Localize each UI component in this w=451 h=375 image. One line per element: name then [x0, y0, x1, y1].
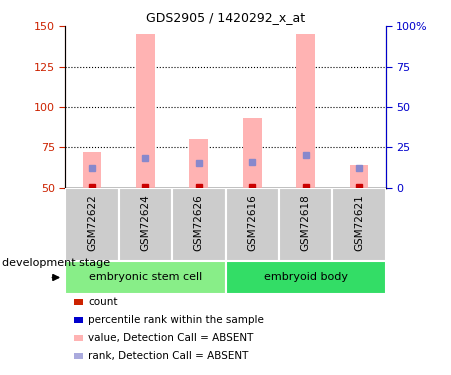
- Bar: [65, 188, 119, 261]
- Text: GSM72618: GSM72618: [300, 194, 311, 251]
- Text: GSM72626: GSM72626: [194, 194, 204, 251]
- Title: GDS2905 / 1420292_x_at: GDS2905 / 1420292_x_at: [146, 11, 305, 24]
- Text: rank, Detection Call = ABSENT: rank, Detection Call = ABSENT: [88, 351, 249, 361]
- Bar: [172, 188, 226, 261]
- Text: development stage: development stage: [2, 258, 110, 267]
- Text: GSM72622: GSM72622: [87, 194, 97, 251]
- Bar: [226, 188, 279, 261]
- Bar: [83, 152, 101, 188]
- Text: value, Detection Call = ABSENT: value, Detection Call = ABSENT: [88, 333, 253, 343]
- Text: percentile rank within the sample: percentile rank within the sample: [88, 315, 264, 325]
- Bar: [279, 188, 332, 261]
- Bar: [189, 139, 208, 188]
- Text: GSM72621: GSM72621: [354, 194, 364, 251]
- Bar: [296, 34, 315, 188]
- Bar: [350, 165, 368, 188]
- Text: embryonic stem cell: embryonic stem cell: [89, 273, 202, 282]
- Text: count: count: [88, 297, 117, 307]
- Text: GSM72624: GSM72624: [140, 194, 151, 251]
- Bar: [136, 34, 155, 188]
- Text: embryoid body: embryoid body: [263, 273, 348, 282]
- Bar: [243, 118, 262, 188]
- Bar: [226, 261, 386, 294]
- Bar: [65, 261, 226, 294]
- Bar: [332, 188, 386, 261]
- Bar: [119, 188, 172, 261]
- Text: GSM72616: GSM72616: [247, 194, 257, 251]
